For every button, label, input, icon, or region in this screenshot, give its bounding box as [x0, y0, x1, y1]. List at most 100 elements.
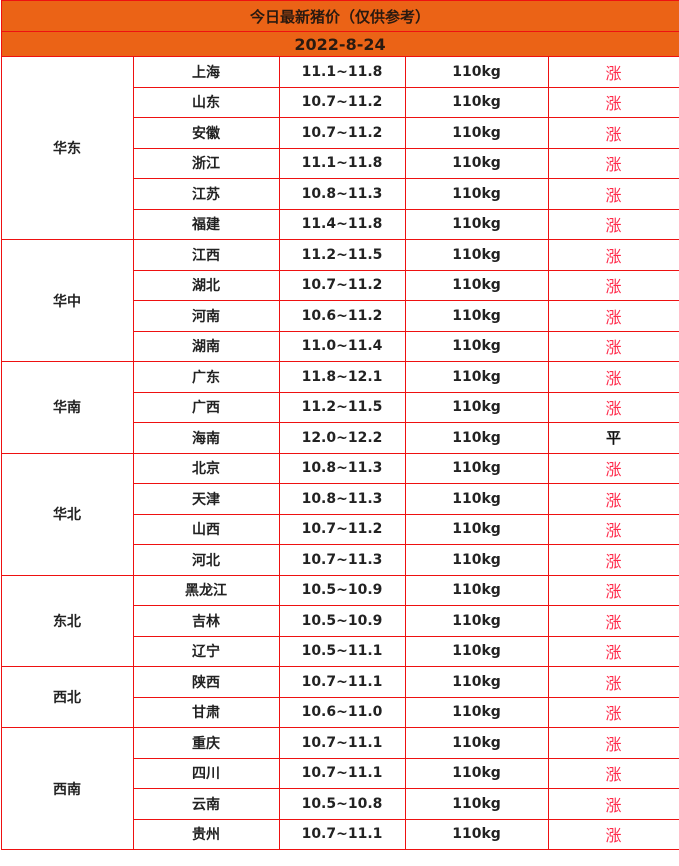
- weight-cell: 110kg: [404, 452, 549, 484]
- weight-cell: 110kg: [404, 208, 549, 240]
- table-row: 华北 北京 10.8~11.3 110kg 涨: [0, 452, 679, 576]
- table-date: 2022-8-24: [0, 31, 679, 57]
- province-cell: 河北: [132, 544, 280, 576]
- trend-cell: 涨: [547, 818, 679, 850]
- price-range-cell: 10.7~11.1: [278, 727, 406, 759]
- province-cell: 贵州: [132, 818, 280, 850]
- price-range-cell: 10.5~10.8: [278, 788, 406, 820]
- region-cell: 华北: [0, 452, 134, 576]
- price-range-cell: 10.7~11.1: [278, 666, 406, 698]
- province-cell: 安徽: [132, 117, 280, 149]
- table-row: 西南 重庆 10.7~11.1 110kg 涨: [0, 727, 679, 850]
- weight-cell: 110kg: [404, 483, 549, 515]
- trend-cell: 涨: [547, 330, 679, 362]
- table-row: 华东 上海 11.1~11.8 110kg 涨: [0, 56, 679, 240]
- table-row: 天津 10.8~11.3 110kg 涨: [1, 483, 679, 515]
- price-range-cell: 10.8~11.3: [278, 178, 406, 210]
- price-range-cell: 10.7~11.1: [278, 818, 406, 850]
- weight-cell: 110kg: [404, 117, 549, 149]
- weight-cell: 110kg: [404, 696, 549, 728]
- province-cell: 湖北: [132, 269, 280, 301]
- region-cell: 西南: [0, 727, 134, 850]
- trend-cell: 涨: [547, 757, 679, 789]
- province-cell: 云南: [132, 788, 280, 820]
- trend-cell: 平: [547, 422, 679, 454]
- trend-cell: 涨: [547, 208, 679, 240]
- table-row: 福建 11.4~11.8 110kg 涨: [1, 208, 679, 240]
- weight-cell: 110kg: [404, 605, 549, 637]
- price-range-cell: 10.6~11.0: [278, 696, 406, 728]
- trend-cell: 涨: [547, 452, 679, 484]
- table-row: 东北 黑龙江 10.5~10.9 110kg 涨: [0, 574, 679, 667]
- weight-cell: 110kg: [404, 330, 549, 362]
- trend-cell: 涨: [547, 361, 679, 393]
- table-row: 山东 10.7~11.2 110kg 涨: [1, 86, 679, 118]
- price-range-cell: 10.5~11.1: [278, 635, 406, 667]
- trend-cell: 涨: [547, 178, 679, 210]
- province-cell: 上海: [132, 56, 280, 88]
- trend-cell: 涨: [547, 788, 679, 820]
- province-cell: 浙江: [132, 147, 280, 179]
- trend-cell: 涨: [547, 147, 679, 179]
- table-row: 湖南 11.0~11.4 110kg 涨: [1, 330, 679, 362]
- province-cell: 福建: [132, 208, 280, 240]
- weight-cell: 110kg: [404, 727, 549, 759]
- trend-cell: 涨: [547, 300, 679, 332]
- price-range-cell: 10.7~11.2: [278, 269, 406, 301]
- weight-cell: 110kg: [404, 178, 549, 210]
- province-cell: 吉林: [132, 605, 280, 637]
- table-row: 山西 10.7~11.2 110kg 涨: [1, 513, 679, 545]
- price-range-cell: 10.7~11.2: [278, 513, 406, 545]
- trend-cell: 涨: [547, 605, 679, 637]
- date-row: 2022-8-24: [0, 31, 679, 57]
- province-cell: 重庆: [132, 727, 280, 759]
- price-range-cell: 11.4~11.8: [278, 208, 406, 240]
- weight-cell: 110kg: [404, 361, 549, 393]
- price-range-cell: 12.0~12.2: [278, 422, 406, 454]
- price-range-cell: 11.1~11.8: [278, 147, 406, 179]
- province-cell: 江西: [132, 239, 280, 271]
- weight-cell: 110kg: [404, 269, 549, 301]
- price-range-cell: 11.1~11.8: [278, 56, 406, 88]
- province-cell: 海南: [132, 422, 280, 454]
- table-row: 华南 广东 11.8~12.1 110kg 涨: [0, 361, 679, 454]
- province-cell: 广西: [132, 391, 280, 423]
- table-row: 河北 10.7~11.3 110kg 涨: [1, 544, 679, 576]
- weight-cell: 110kg: [404, 818, 549, 850]
- table-row: 浙江 11.1~11.8 110kg 涨: [1, 147, 679, 179]
- weight-cell: 110kg: [404, 422, 549, 454]
- province-cell: 辽宁: [132, 635, 280, 667]
- province-cell: 山西: [132, 513, 280, 545]
- weight-cell: 110kg: [404, 86, 549, 118]
- price-range-cell: 10.7~11.3: [278, 544, 406, 576]
- table-row: 江苏 10.8~11.3 110kg 涨: [1, 178, 679, 210]
- weight-cell: 110kg: [404, 239, 549, 271]
- trend-cell: 涨: [547, 483, 679, 515]
- trend-cell: 涨: [547, 239, 679, 271]
- region-cell: 华东: [0, 56, 134, 240]
- province-cell: 陕西: [132, 666, 280, 698]
- province-cell: 黑龙江: [132, 574, 280, 606]
- province-cell: 广东: [132, 361, 280, 393]
- region-cell: 东北: [0, 574, 134, 667]
- weight-cell: 110kg: [404, 757, 549, 789]
- table-row: 云南 10.5~10.8 110kg 涨: [1, 788, 679, 820]
- trend-cell: 涨: [547, 544, 679, 576]
- region-cell: 西北: [0, 666, 134, 728]
- province-cell: 河南: [132, 300, 280, 332]
- price-range-cell: 10.7~11.1: [278, 757, 406, 789]
- trend-cell: 涨: [547, 635, 679, 667]
- table-row: 华中 江西 11.2~11.5 110kg 涨: [0, 239, 679, 362]
- trend-cell: 涨: [547, 696, 679, 728]
- province-cell: 甘肃: [132, 696, 280, 728]
- province-cell: 江苏: [132, 178, 280, 210]
- weight-cell: 110kg: [404, 391, 549, 423]
- region-cell: 华南: [0, 361, 134, 454]
- price-range-cell: 11.0~11.4: [278, 330, 406, 362]
- trend-cell: 涨: [547, 513, 679, 545]
- price-range-cell: 11.2~11.5: [278, 391, 406, 423]
- weight-cell: 110kg: [404, 574, 549, 606]
- price-range-cell: 10.5~10.9: [278, 574, 406, 606]
- weight-cell: 110kg: [404, 147, 549, 179]
